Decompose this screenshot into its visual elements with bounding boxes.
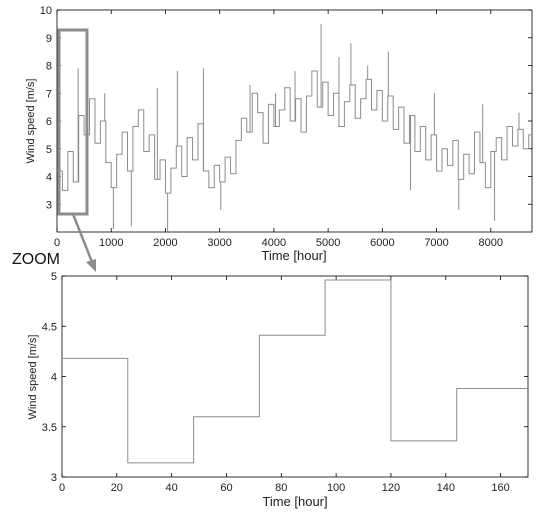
bottom-y-tick-label: 4 — [51, 372, 57, 384]
bottom-series — [62, 279, 528, 464]
top-x-tick-label: 0 — [54, 237, 60, 249]
top-x-tick-label: 8000 — [479, 237, 503, 249]
top-x-tick-label: 2000 — [153, 237, 177, 249]
top-y-tick-label: 7 — [46, 88, 52, 100]
bottom-y-axis-label: Wind speed [m/s] — [27, 335, 39, 420]
bottom-x-ticks: 0 20 40 60 80 100 120 140 160 — [59, 276, 510, 494]
bottom-x-tick-label: 80 — [275, 482, 287, 494]
top-y-tick-label: 10 — [40, 5, 52, 17]
bottom-y-tick-label: 5 — [51, 271, 57, 283]
top-y-tick-label: 5 — [46, 144, 52, 156]
bottom-plot-area — [61, 275, 529, 478]
top-x-ticks: 0 1000 2000 3000 4000 5000 6000 7000 8000 — [54, 10, 503, 249]
bottom-x-tick-label: 0 — [59, 482, 65, 494]
zoom-label: ZOOM — [12, 251, 60, 268]
top-y-axis-label: Wind speed [m/s] — [25, 79, 37, 164]
bottom-y-ticks: 3 3.5 4 4.5 5 — [42, 271, 528, 484]
top-series — [57, 23, 532, 232]
top-x-tick-label: 6000 — [370, 237, 394, 249]
bottom-x-tick-label: 140 — [437, 482, 455, 494]
top-series-line — [57, 70, 532, 194]
zoom-arrow-line — [71, 213, 94, 263]
bottom-x-tick-label: 60 — [220, 482, 232, 494]
bottom-x-tick-label: 100 — [327, 482, 345, 494]
top-y-tick-label: 6 — [46, 116, 52, 128]
top-x-tick-label: 3000 — [207, 237, 231, 249]
bottom-x-tick-label: 120 — [382, 482, 400, 494]
top-y-tick-label: 3 — [46, 199, 52, 211]
top-chart: 3 4 5 6 7 8 9 10 0 1000 2000 3000 4000 5000 6000 7000 8… — [25, 5, 533, 263]
top-x-tick-label: 1000 — [99, 237, 123, 249]
bottom-x-tick-label: 40 — [166, 482, 178, 494]
zoom-arrow-head — [86, 259, 96, 272]
bottom-y-tick-label: 3.5 — [42, 422, 57, 434]
top-x-tick-label: 4000 — [262, 237, 286, 249]
top-y-tick-label: 8 — [46, 61, 52, 73]
top-y-ticks: 3 4 5 6 7 8 9 10 — [40, 5, 532, 211]
top-x-tick-label: 7000 — [424, 237, 448, 249]
top-x-axis-label: Time [hour] — [261, 248, 326, 263]
bottom-chart: 3 3.5 4 4.5 5 0 20 40 60 80 100 120 140 160 Time [ho… — [27, 271, 529, 509]
top-y-tick-label: 4 — [46, 172, 52, 184]
zoom-annotation: ZOOM — [12, 28, 96, 272]
top-x-tick-label: 5000 — [316, 237, 340, 249]
bottom-y-tick-label: 4.5 — [42, 321, 57, 333]
bottom-y-tick-label: 3 — [51, 472, 57, 484]
bottom-series-line — [62, 279, 528, 464]
bottom-x-axis-label: Time [hour] — [262, 494, 327, 509]
bottom-x-tick-label: 160 — [491, 482, 509, 494]
bottom-x-tick-label: 20 — [111, 482, 123, 494]
top-y-tick-label: 9 — [46, 33, 52, 45]
